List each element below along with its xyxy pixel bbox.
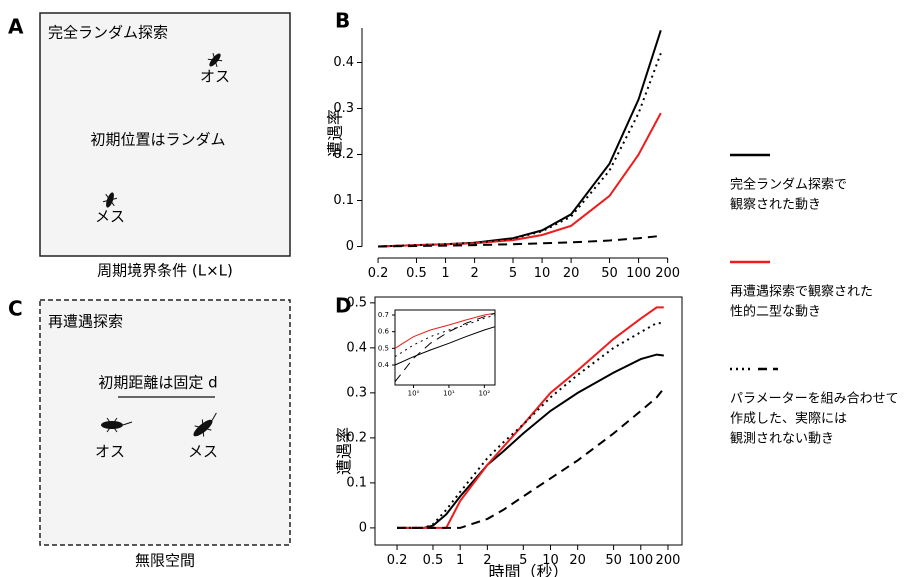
y-tick-label: 0 bbox=[346, 239, 354, 254]
series-line bbox=[378, 234, 661, 248]
x-tick-label: 100 bbox=[628, 553, 653, 568]
panel-label: C bbox=[8, 297, 23, 321]
series-line bbox=[394, 312, 496, 383]
panel-box bbox=[39, 299, 291, 546]
y-axis-label: 遭遇率 bbox=[326, 109, 345, 157]
x-tick-label: 200 bbox=[655, 266, 680, 281]
inset-frame bbox=[394, 309, 496, 386]
legend-text: 観察された動き bbox=[730, 198, 821, 213]
panel-label: D bbox=[335, 294, 352, 318]
panel-title: 再遭遇探索 bbox=[48, 313, 123, 331]
series-line bbox=[394, 312, 496, 349]
series-line bbox=[397, 353, 664, 529]
legend-text: 完全ランダム探索で bbox=[730, 177, 847, 193]
x-tick-label: 1 bbox=[441, 266, 449, 281]
panel-caption: 周期境界条件 (L×L) bbox=[97, 262, 233, 280]
female-label: メス bbox=[188, 443, 218, 461]
panel-label: B bbox=[335, 9, 350, 33]
panel-box bbox=[39, 12, 291, 257]
legend-text: 再遭遇探索で観察された bbox=[730, 285, 873, 300]
x-tick-label: 10⁰ bbox=[408, 390, 420, 398]
x-axis-label: 時間（秒） bbox=[488, 563, 568, 577]
x-tick-label: 1 bbox=[456, 553, 464, 568]
series-line bbox=[394, 326, 496, 366]
y-tick-label: 0.4 bbox=[378, 361, 390, 369]
x-tick-label: 100 bbox=[626, 266, 651, 281]
y-tick-label: 0.1 bbox=[333, 193, 354, 208]
x-tick-label: 5 bbox=[509, 266, 517, 281]
y-axis-label: 遭遇率 bbox=[335, 427, 354, 475]
insect-icon bbox=[102, 192, 118, 208]
insect-icon bbox=[101, 417, 133, 433]
x-tick-label: 200 bbox=[656, 553, 681, 568]
x-tick-label: 10¹ bbox=[443, 390, 455, 398]
x-tick-label: 2 bbox=[470, 266, 478, 281]
female-label: メス bbox=[95, 208, 125, 226]
panel-note: 初期距離は固定 d bbox=[98, 374, 217, 392]
x-tick-label: 10 bbox=[534, 266, 551, 281]
y-tick-label: 0 bbox=[359, 520, 367, 535]
x-tick-label: 20 bbox=[569, 553, 586, 568]
panel-caption: 無限空間 bbox=[135, 552, 195, 570]
x-tick-label: 0.2 bbox=[387, 553, 408, 568]
legend-text: 性的二型な動き bbox=[730, 304, 821, 320]
y-tick-label: 0.6 bbox=[378, 328, 390, 336]
x-tick-label: 0.5 bbox=[406, 266, 427, 281]
series-line bbox=[378, 52, 662, 248]
x-tick-label: 0.5 bbox=[423, 553, 444, 568]
x-tick-label: 2 bbox=[483, 553, 491, 568]
series-line bbox=[378, 29, 662, 248]
insect-icon bbox=[207, 52, 223, 68]
y-tick-label: 0.4 bbox=[346, 340, 367, 355]
y-tick-label: 0.1 bbox=[346, 475, 367, 490]
x-tick-label: 10² bbox=[478, 390, 490, 398]
y-tick-label: 0.3 bbox=[346, 385, 367, 400]
x-tick-label: 20 bbox=[563, 266, 580, 281]
series-line bbox=[397, 387, 665, 529]
legend-text: 観測されない動き bbox=[730, 432, 834, 447]
y-tick-label: 0.5 bbox=[378, 344, 389, 352]
y-tick-label: 0.2 bbox=[333, 147, 354, 162]
male-label: オス bbox=[200, 68, 230, 86]
y-tick-label: 0.3 bbox=[333, 101, 354, 116]
y-tick-label: 0.2 bbox=[346, 430, 367, 445]
x-tick-label: 50 bbox=[605, 553, 622, 568]
male-label: オス bbox=[95, 443, 125, 461]
y-tick-label: 0.5 bbox=[346, 295, 367, 310]
y-tick-label: 0.4 bbox=[333, 55, 354, 70]
panel-title: 完全ランダム探索 bbox=[48, 24, 168, 42]
panel-note: 初期位置はランダム bbox=[90, 131, 225, 149]
x-tick-label: 5 bbox=[519, 553, 527, 568]
legend-text: 作成した、実際には bbox=[730, 411, 847, 427]
series-line bbox=[394, 314, 496, 358]
x-tick-label: 50 bbox=[601, 266, 618, 281]
x-tick-label: 0.2 bbox=[368, 266, 389, 281]
y-tick-label: 0.7 bbox=[378, 311, 389, 319]
legend-text: パラメーターを組み合わせて bbox=[730, 392, 899, 407]
series-line bbox=[378, 112, 662, 248]
x-tick-label: 10 bbox=[542, 553, 559, 568]
insect-icon bbox=[193, 412, 217, 437]
panel-label: A bbox=[8, 15, 24, 39]
